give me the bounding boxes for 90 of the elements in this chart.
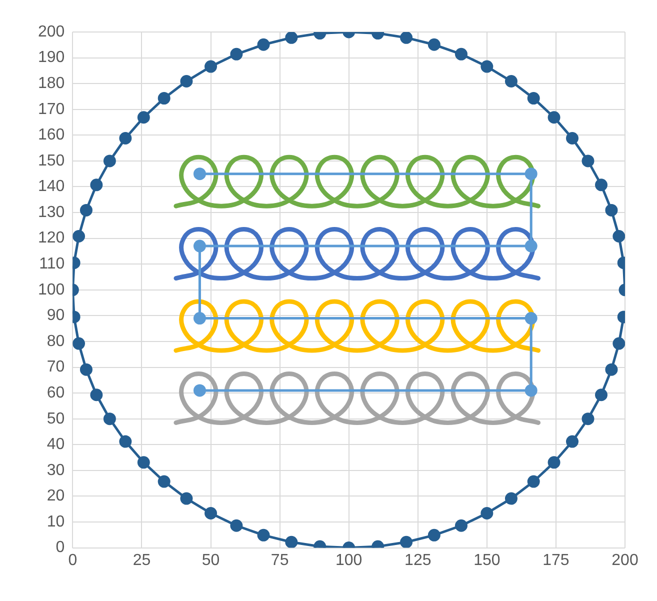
y-tick-label: 40 (46, 436, 65, 454)
point (137, 456, 150, 469)
y-tick-label: 60 (46, 384, 65, 402)
point (80, 204, 92, 216)
point (193, 384, 206, 397)
line-series (174, 299, 541, 353)
y-tick-label: 190 (38, 49, 65, 66)
point (72, 337, 86, 350)
point (103, 412, 116, 426)
point (527, 475, 540, 488)
point (454, 519, 468, 532)
y-tick-label: 90 (46, 307, 65, 324)
point (566, 435, 579, 448)
x-tick-label: 0 (68, 552, 78, 569)
point (524, 312, 538, 325)
y-tick-label: 160 (38, 126, 65, 144)
point (548, 111, 560, 124)
y-tick-label: 50 (46, 410, 65, 428)
point (480, 506, 494, 520)
point (605, 363, 618, 376)
point (230, 48, 243, 60)
point (524, 168, 538, 180)
point (285, 536, 298, 548)
point (566, 132, 579, 145)
point (119, 132, 132, 145)
point (119, 435, 132, 448)
line-series (174, 371, 541, 425)
y-tick-label: 70 (46, 358, 65, 376)
y-tick-label: 200 (38, 23, 65, 40)
line-series (174, 227, 541, 281)
y-tick-label: 140 (38, 178, 65, 196)
point (595, 178, 608, 192)
x-tick-label: 75 (270, 552, 289, 569)
point (193, 240, 206, 252)
point (137, 111, 150, 124)
point (90, 388, 103, 402)
x-tick-label: 100 (335, 552, 362, 569)
y-tick-label: 130 (38, 204, 65, 221)
point (504, 75, 518, 88)
point (257, 38, 270, 51)
point (72, 230, 86, 243)
point (158, 92, 170, 105)
point (504, 492, 518, 505)
y-tick-label: 30 (46, 462, 65, 479)
point (230, 519, 243, 532)
y-tick-label: 80 (46, 332, 65, 350)
y-tick-label: 20 (46, 488, 65, 505)
point (548, 456, 560, 469)
y-tick-label: 0 (56, 539, 65, 556)
point (605, 204, 618, 216)
point (400, 32, 413, 44)
point (257, 528, 270, 542)
point (454, 48, 468, 60)
point (527, 92, 540, 105)
point (193, 312, 206, 325)
point (582, 154, 594, 168)
point (582, 412, 594, 426)
line-series (174, 154, 541, 208)
point (103, 154, 116, 168)
point (180, 492, 193, 505)
y-tick-label: 150 (38, 152, 65, 170)
point (480, 60, 494, 73)
point (400, 536, 413, 548)
x-tick-label: 150 (474, 552, 500, 569)
point (428, 38, 440, 51)
point (193, 168, 206, 180)
point (180, 75, 193, 88)
x-tick-label: 175 (542, 552, 570, 569)
point (204, 506, 218, 520)
point (524, 384, 538, 397)
point (595, 388, 608, 402)
x-tick-label: 25 (132, 552, 151, 569)
y-tick-label: 120 (38, 230, 65, 247)
point (90, 178, 103, 192)
point (204, 60, 218, 73)
x-tick-label: 125 (404, 552, 432, 569)
y-tick-label: 100 (38, 281, 65, 298)
point (612, 230, 625, 243)
y-tick-label: 170 (38, 100, 65, 118)
y-tick-label: 180 (38, 74, 65, 92)
point (285, 32, 298, 44)
point (524, 240, 538, 252)
y-tick-label: 10 (46, 513, 65, 530)
x-tick-label: 200 (612, 552, 638, 569)
y-tick-label: 110 (39, 256, 65, 273)
point (158, 475, 170, 488)
point (612, 337, 625, 350)
x-tick-label: 50 (202, 552, 220, 569)
point (428, 528, 440, 542)
point (80, 363, 92, 376)
